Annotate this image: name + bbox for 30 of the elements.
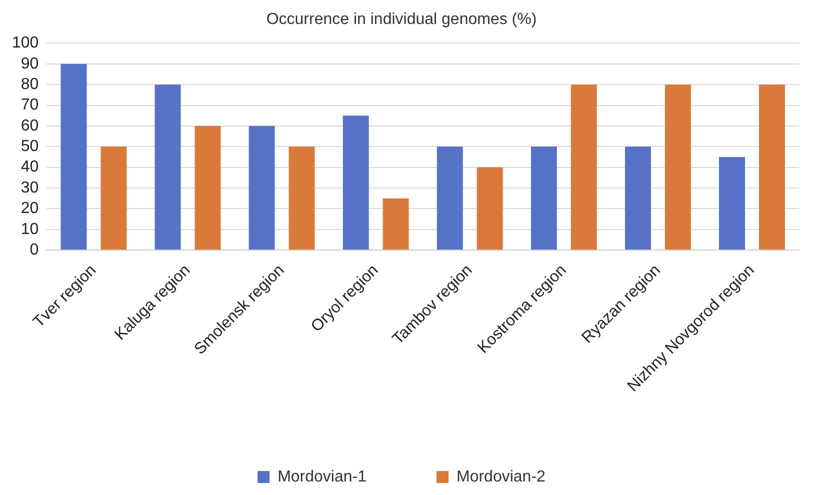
y-tick-label: 20 bbox=[20, 200, 39, 218]
y-tick-label: 100 bbox=[12, 34, 39, 52]
bar bbox=[60, 64, 87, 250]
y-tick-label: 80 bbox=[20, 76, 39, 93]
chart-title: Occurrence in individual genomes (%) bbox=[266, 11, 537, 28]
legend-label: Mordovian-2 bbox=[456, 468, 546, 486]
bar bbox=[758, 84, 785, 250]
bar bbox=[100, 146, 127, 250]
y-tick-label: 90 bbox=[20, 55, 39, 72]
bar bbox=[154, 84, 181, 250]
y-tick-label: 0 bbox=[30, 241, 39, 258]
y-tick-label: 50 bbox=[20, 138, 39, 156]
legend-label: Mordovian-1 bbox=[278, 468, 367, 486]
bar bbox=[570, 84, 597, 250]
y-tick-label: 30 bbox=[20, 179, 39, 196]
bar bbox=[382, 198, 409, 250]
bar bbox=[530, 146, 557, 250]
y-tick-label: 40 bbox=[20, 158, 39, 176]
bar bbox=[719, 156, 745, 250]
y-tick-label: 60 bbox=[20, 117, 39, 134]
bar bbox=[288, 146, 315, 250]
y-tick-label: 10 bbox=[20, 220, 39, 238]
bar bbox=[194, 126, 221, 250]
bar bbox=[664, 84, 691, 250]
y-tick-label: 70 bbox=[20, 96, 39, 114]
bar bbox=[342, 116, 369, 250]
bar bbox=[476, 167, 503, 250]
bar bbox=[624, 146, 651, 250]
bar bbox=[248, 126, 275, 250]
bar bbox=[436, 146, 463, 250]
